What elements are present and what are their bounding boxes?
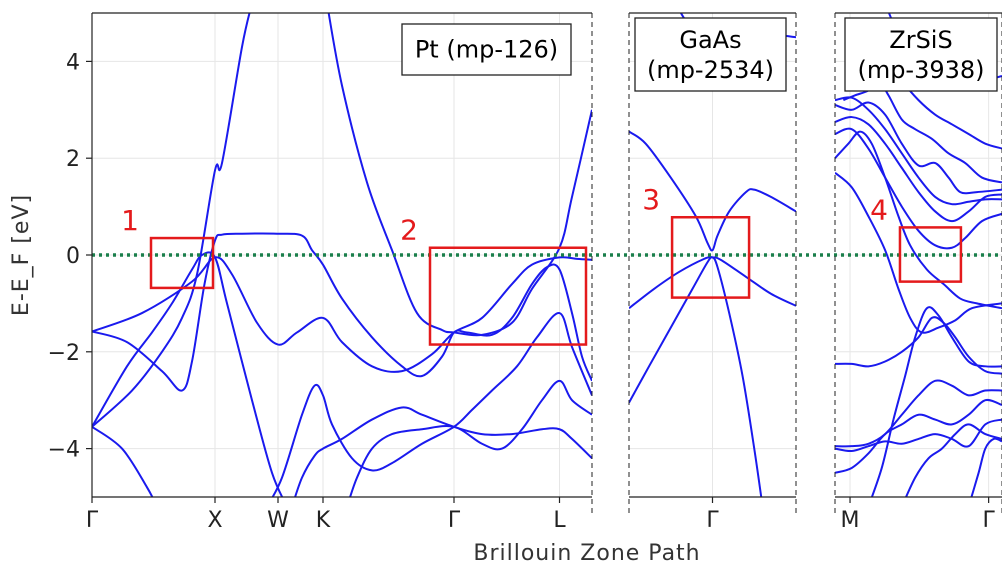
band-line xyxy=(870,306,1002,497)
panel-label-box xyxy=(401,23,572,76)
band-line xyxy=(970,437,1002,497)
annotation-box xyxy=(670,215,751,299)
band-line xyxy=(92,251,284,497)
y-tick-label: −2 xyxy=(48,341,80,366)
annotation-box xyxy=(428,246,588,346)
band-line xyxy=(629,130,796,252)
x-tick-label: W xyxy=(267,508,289,533)
band-line xyxy=(835,116,1002,223)
panel-label-text: Pt (mp-126) xyxy=(415,36,558,64)
band-line xyxy=(629,256,763,497)
band-line xyxy=(835,418,1002,453)
x-tick-label: K xyxy=(316,508,331,533)
band-line xyxy=(842,79,1002,184)
panel-label-text: (mp-3938) xyxy=(857,56,984,84)
band-line xyxy=(92,425,154,497)
panel-label-box xyxy=(634,17,787,92)
annotation-box xyxy=(149,236,215,290)
band-line xyxy=(835,379,1002,448)
band-line xyxy=(349,379,592,497)
panel-label-text: GaAs xyxy=(679,26,741,54)
panel-label-text: ZrSiS xyxy=(889,26,952,54)
x-tick-label: Γ xyxy=(86,508,99,533)
band-line xyxy=(904,423,1002,497)
band-line xyxy=(294,406,592,497)
annotation-number: 1 xyxy=(121,204,139,237)
band-line xyxy=(835,96,1002,206)
y-tick-label: 0 xyxy=(66,244,80,269)
annotation-number: 3 xyxy=(642,183,660,216)
band-line xyxy=(835,127,1002,250)
band-line xyxy=(835,130,1002,310)
band-line xyxy=(271,312,592,497)
x-axis-label: Brillouin Zone Path xyxy=(473,541,700,566)
label-layer: Γ X W K Γ L Pt (mp-126) Γ GaAs(mp-2534) M Γ ZrSiS(m… xyxy=(48,17,998,533)
band-line xyxy=(92,232,592,392)
panel-0-bands xyxy=(92,13,592,497)
annotation-number: 4 xyxy=(870,193,888,226)
panel-label-text: (mp-2534) xyxy=(647,56,774,84)
y-tick-label: −4 xyxy=(48,438,80,463)
annotation-layer: 1 2 3 4 xyxy=(121,183,963,346)
band-line xyxy=(92,256,592,373)
bands-layer xyxy=(92,13,1002,497)
x-tick-label: Γ xyxy=(706,508,719,533)
band-line xyxy=(835,171,1002,334)
band-line xyxy=(835,316,1002,375)
y-tick-label: 2 xyxy=(66,147,80,172)
panel-label-box xyxy=(844,17,998,92)
annotation-number: 2 xyxy=(400,214,418,247)
y-axis-label: E-E_F [eV] xyxy=(9,194,34,316)
band-line xyxy=(835,398,1002,474)
y-tick-label: 4 xyxy=(66,50,80,75)
band-line xyxy=(835,101,1002,195)
x-tick-label: M xyxy=(841,508,860,533)
x-tick-label: Γ xyxy=(448,508,461,533)
x-tick-label: Γ xyxy=(983,508,996,533)
annotation-box xyxy=(898,226,963,283)
x-tick-label: L xyxy=(553,508,566,533)
x-tick-label: X xyxy=(207,508,222,533)
band-line xyxy=(92,13,251,428)
frame-layer xyxy=(86,12,1002,515)
